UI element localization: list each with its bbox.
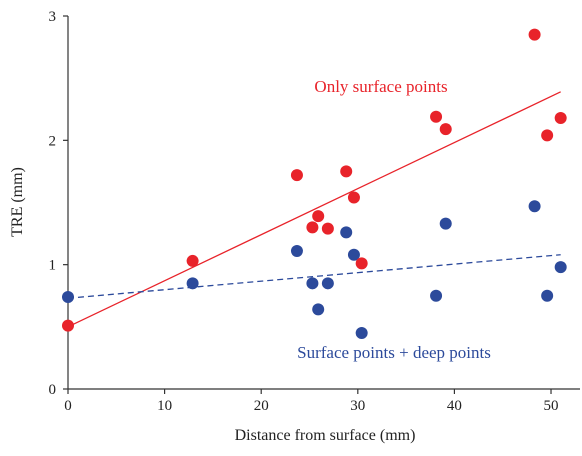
data-point-series-0 <box>347 191 360 204</box>
y-tick-label: 0 <box>49 382 57 398</box>
x-tick-label: 10 <box>157 398 172 414</box>
data-point-series-0 <box>340 165 353 178</box>
y-tick-label: 2 <box>49 133 57 149</box>
data-point-series-1 <box>541 289 554 302</box>
series-label-deep: Surface points + deep points <box>297 343 491 362</box>
data-point-series-1 <box>62 290 74 303</box>
trend-line-0 <box>67 91 561 328</box>
data-point-series-1 <box>439 217 452 230</box>
x-tick-label: 30 <box>350 398 365 414</box>
data-point-series-0 <box>439 123 452 136</box>
data-point-series-1 <box>430 289 443 302</box>
data-point-series-1 <box>312 303 325 316</box>
data-point-series-0 <box>312 210 325 223</box>
data-points <box>62 28 567 340</box>
data-point-series-1 <box>290 244 303 257</box>
data-point-series-0 <box>321 222 334 235</box>
data-point-series-0 <box>355 257 368 270</box>
data-point-series-0 <box>528 28 541 41</box>
data-point-series-1 <box>528 200 541 213</box>
trend-line-1 <box>67 254 561 299</box>
data-point-series-1 <box>347 248 360 261</box>
data-point-series-1 <box>321 277 334 290</box>
series-label-surface: Only surface points <box>314 77 447 96</box>
data-point-series-1 <box>186 277 199 290</box>
data-point-series-1 <box>340 226 353 239</box>
y-tick-label: 1 <box>49 258 57 274</box>
x-tick-label: 0 <box>64 398 72 414</box>
x-axis-label: Distance from surface (mm) <box>235 427 416 444</box>
y-axis-label: TRE (mm) <box>9 167 26 237</box>
data-point-series-0 <box>430 110 443 123</box>
data-point-series-0 <box>290 169 303 182</box>
data-point-series-0 <box>186 254 199 267</box>
data-point-series-0 <box>554 111 567 124</box>
x-tick-label: 50 <box>544 398 559 414</box>
data-point-series-0 <box>541 129 554 142</box>
data-point-series-1 <box>355 327 368 340</box>
trend-lines <box>67 91 561 328</box>
x-tick-label: 20 <box>254 398 269 414</box>
data-point-series-0 <box>306 221 319 234</box>
data-point-series-1 <box>306 277 319 290</box>
x-tick-label: 40 <box>447 398 462 414</box>
data-point-series-0 <box>62 319 74 332</box>
data-point-series-1 <box>554 261 567 274</box>
y-tick-label: 3 <box>49 9 57 25</box>
